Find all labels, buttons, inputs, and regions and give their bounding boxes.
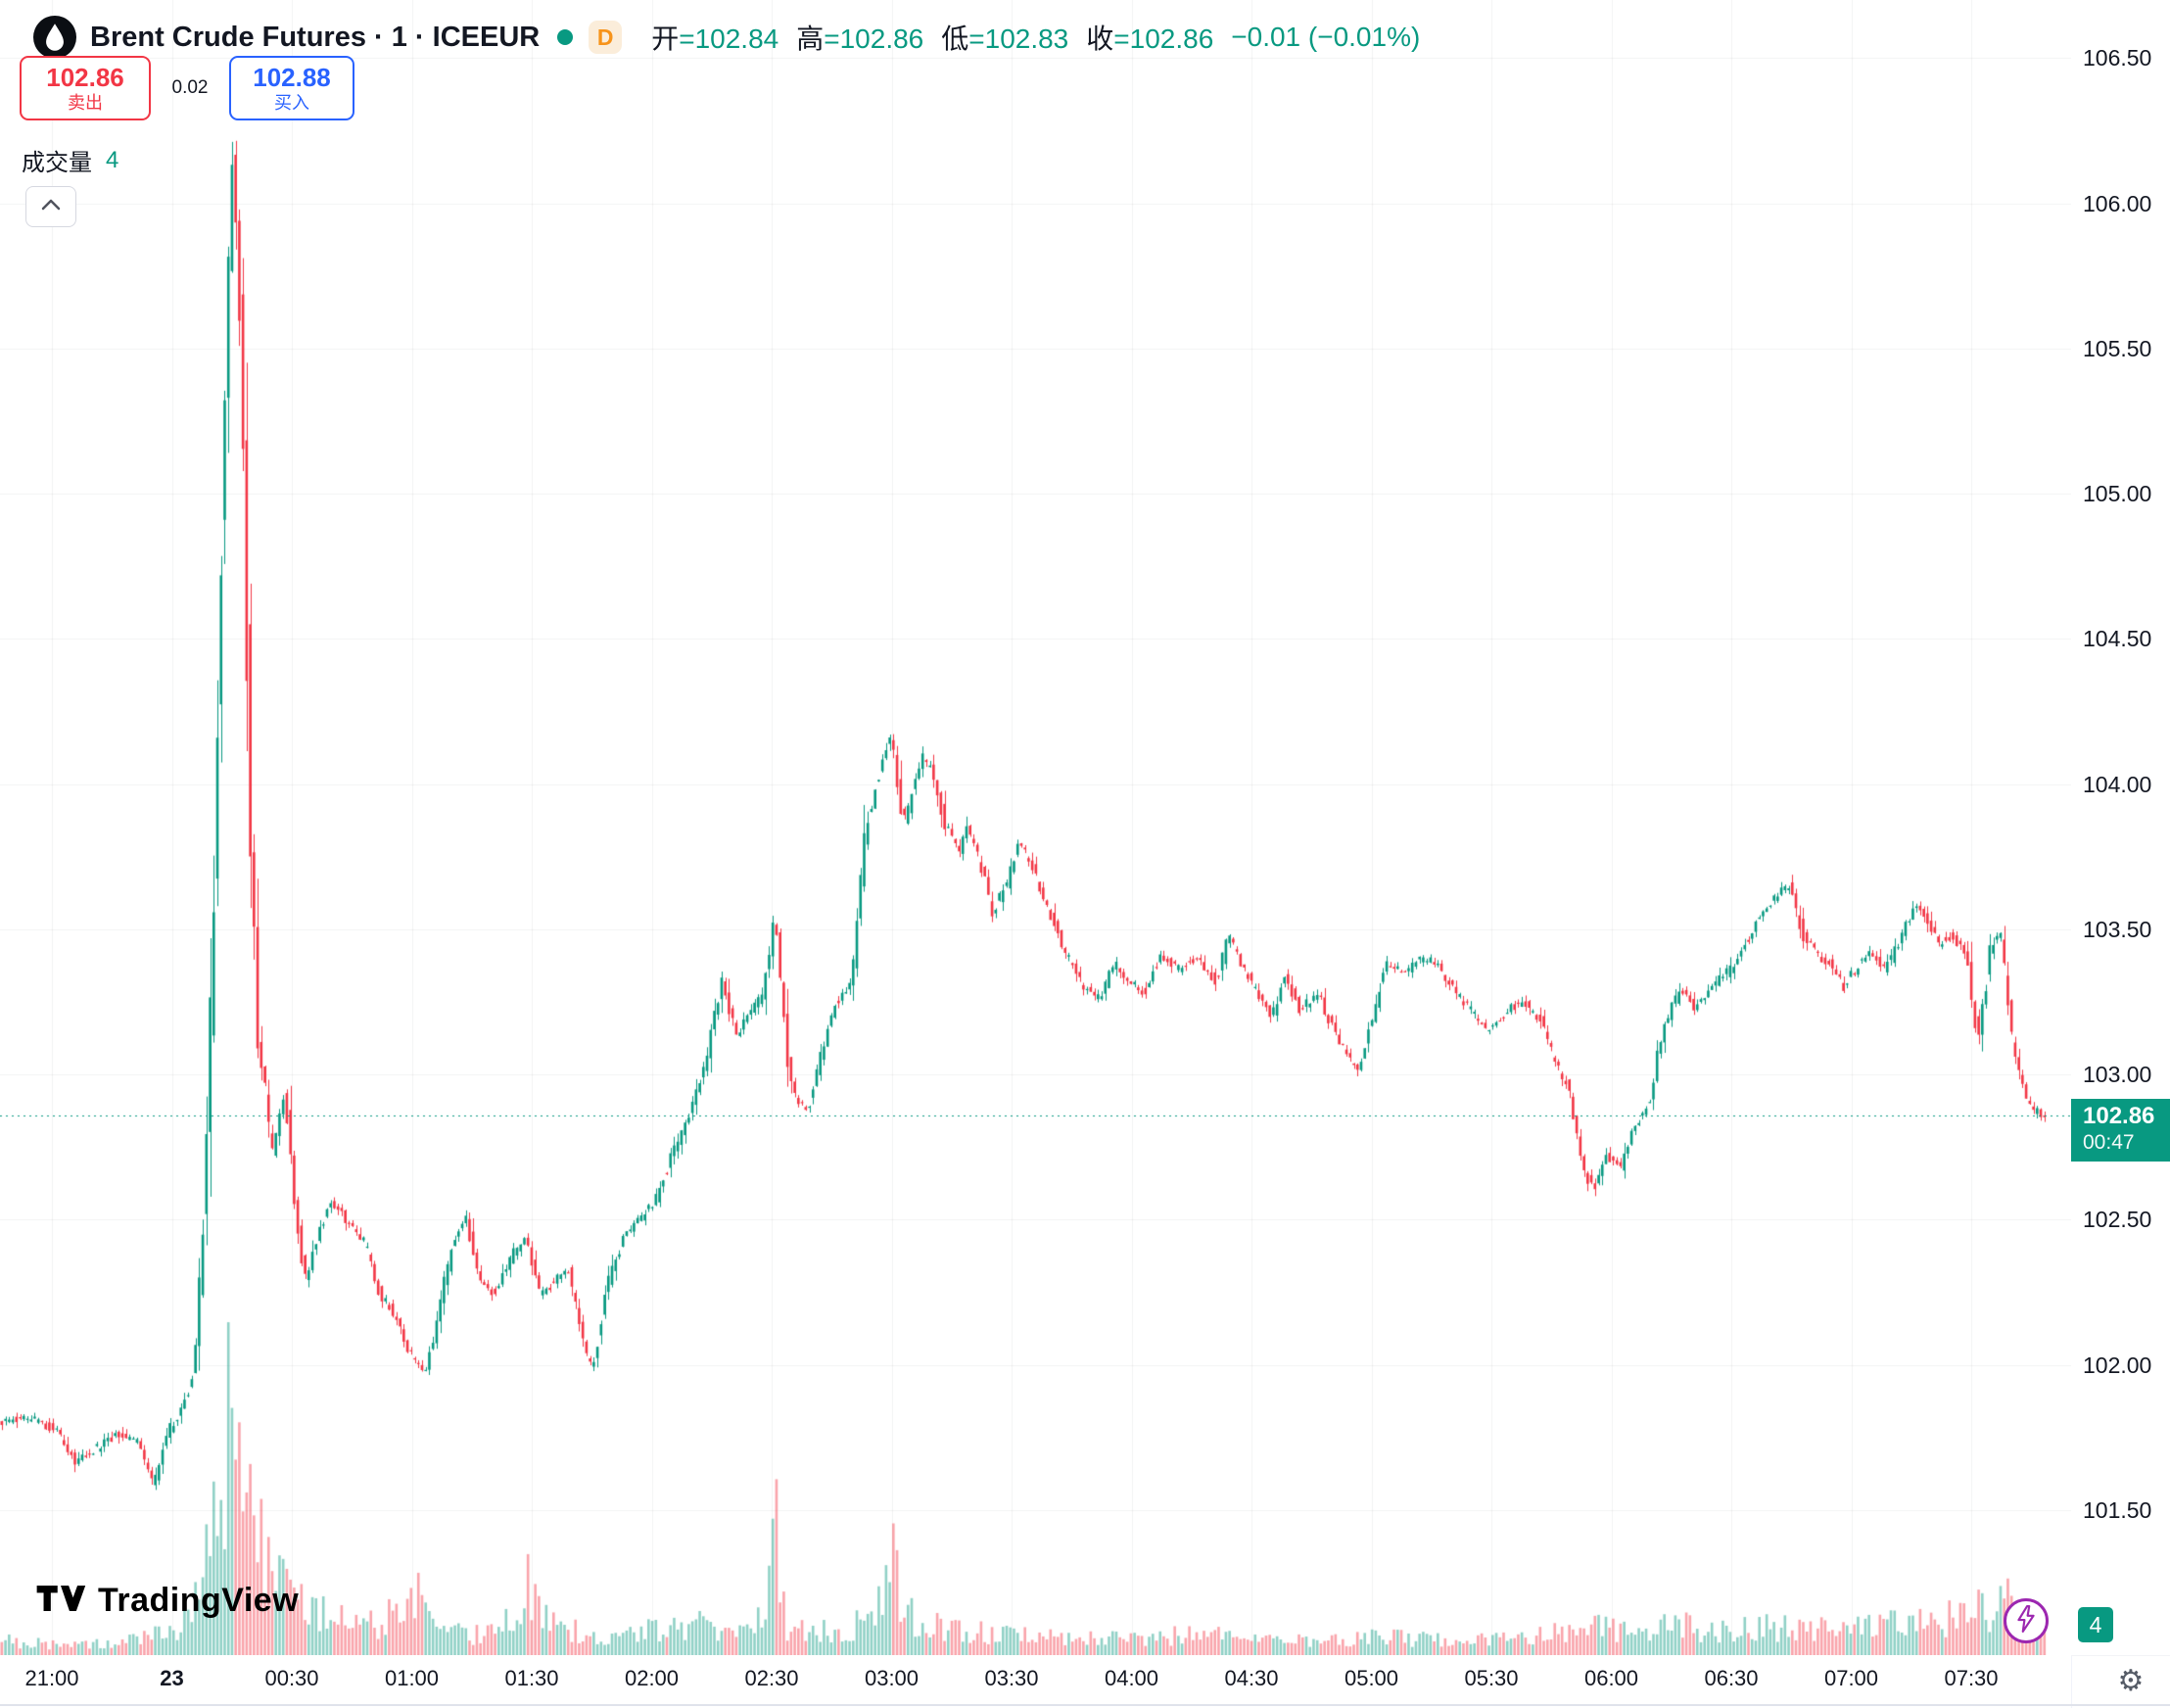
market-status-icon[interactable] bbox=[557, 29, 574, 45]
time-tick-label: 23 bbox=[160, 1666, 184, 1690]
price-tick-label: 106.00 bbox=[2083, 190, 2152, 216]
low-label: 低 bbox=[941, 24, 969, 54]
time-tick-label: 05:30 bbox=[1464, 1666, 1519, 1690]
open-label: 开 bbox=[651, 24, 680, 54]
time-tick-label: 07:00 bbox=[1823, 1666, 1879, 1690]
symbol-title[interactable]: Brent Crude Futures · 1 · ICEEUR bbox=[90, 21, 541, 53]
ohlc-values: 开=102.84 高=102.86 低=102.83 收=102.86 −0.0… bbox=[651, 18, 1420, 57]
pane-bottom-divider bbox=[0, 1704, 2170, 1706]
time-tick-label: 04:00 bbox=[1104, 1666, 1159, 1690]
sell-label: 卖出 bbox=[68, 93, 103, 113]
time-tick-label: 06:30 bbox=[1704, 1666, 1759, 1690]
buy-price: 102.88 bbox=[253, 63, 331, 92]
tradingview-attribution[interactable]: TradingView bbox=[35, 1579, 299, 1623]
time-tick-label: 04:30 bbox=[1224, 1666, 1279, 1690]
buy-label: 买入 bbox=[274, 93, 309, 113]
time-tick-label: 00:30 bbox=[264, 1666, 319, 1690]
time-tick-label: 06:00 bbox=[1583, 1666, 1639, 1690]
chart-header: Brent Crude Futures · 1 · ICEEUR D 开=102… bbox=[33, 16, 1420, 59]
events-count-badge[interactable]: 4 bbox=[2078, 1607, 2113, 1642]
instant-trading-button[interactable] bbox=[2004, 1598, 2049, 1643]
price-tick-label: 102.50 bbox=[2083, 1207, 2152, 1233]
high-value: =102.86 bbox=[824, 24, 924, 54]
price-tick-label: 104.00 bbox=[2083, 771, 2152, 797]
buy-button[interactable]: 102.88 买入 bbox=[229, 56, 354, 120]
open-value: =102.84 bbox=[679, 24, 779, 54]
collapse-panel-button[interactable] bbox=[25, 186, 76, 227]
change-value: −0.01 (−0.01%) bbox=[1231, 22, 1421, 52]
sell-price: 102.86 bbox=[46, 63, 124, 92]
time-tick-label: 02:00 bbox=[624, 1666, 680, 1690]
time-tick-label: 03:00 bbox=[864, 1666, 920, 1690]
price-tick-label: 101.50 bbox=[2083, 1496, 2152, 1523]
time-tick-label: 07:30 bbox=[1944, 1666, 1999, 1690]
spread-value: 0.02 bbox=[171, 77, 209, 98]
time-scale[interactable]: 21:00 23 00:30 01:00 01:30 02:00 02:30 03:00 03:… bbox=[0, 1655, 2071, 1706]
time-tick-label: 05:00 bbox=[1344, 1666, 1399, 1690]
volume-legend: 成交量 4 bbox=[22, 143, 118, 177]
tradingview-wordmark: TradingView bbox=[98, 1582, 300, 1619]
time-tick-label: 01:30 bbox=[504, 1666, 559, 1690]
price-tick-label: 104.50 bbox=[2083, 626, 2152, 652]
last-price-label: 102.86 00:47 bbox=[2071, 1098, 2170, 1162]
bar-countdown: 00:47 bbox=[2083, 1130, 2135, 1154]
sell-button[interactable]: 102.86 卖出 bbox=[20, 56, 151, 120]
volume-value: 4 bbox=[106, 146, 119, 173]
close-label: 收 bbox=[1086, 24, 1114, 54]
lightning-bolt-icon bbox=[2014, 1604, 2038, 1637]
delayed-data-badge[interactable]: D bbox=[589, 21, 623, 54]
price-tick-label: 105.00 bbox=[2083, 481, 2152, 507]
candlestick-chart-canvas[interactable] bbox=[0, 0, 2071, 1655]
price-tick-label: 102.00 bbox=[2083, 1352, 2152, 1378]
time-tick-label: 03:30 bbox=[984, 1666, 1039, 1690]
close-value: =102.86 bbox=[1113, 24, 1214, 54]
price-tick-label: 103.50 bbox=[2083, 916, 2152, 942]
price-tick-label: 106.50 bbox=[2083, 45, 2152, 71]
high-label: 高 bbox=[796, 24, 825, 54]
gear-icon[interactable]: ⚙ bbox=[2117, 1664, 2145, 1697]
tradingview-logo-icon bbox=[35, 1579, 86, 1623]
price-scale[interactable]: 106.50 106.00 105.50 105.00 104.50 104.00 103.… bbox=[2071, 0, 2170, 1655]
chevron-up-icon bbox=[41, 198, 61, 215]
price-tick-label: 103.00 bbox=[2083, 1062, 2152, 1088]
volume-label: 成交量 bbox=[22, 150, 92, 176]
trade-panel: 102.86 卖出 0.02 102.88 买入 bbox=[20, 56, 354, 120]
time-tick-label: 02:30 bbox=[744, 1666, 799, 1690]
time-tick-label: 01:00 bbox=[384, 1666, 440, 1690]
last-price-value: 102.86 bbox=[2083, 1102, 2155, 1129]
low-value: =102.83 bbox=[968, 24, 1069, 54]
time-tick-label: 21:00 bbox=[24, 1666, 79, 1690]
oil-drop-symbol-icon bbox=[33, 16, 76, 59]
price-tick-label: 105.50 bbox=[2083, 335, 2152, 361]
